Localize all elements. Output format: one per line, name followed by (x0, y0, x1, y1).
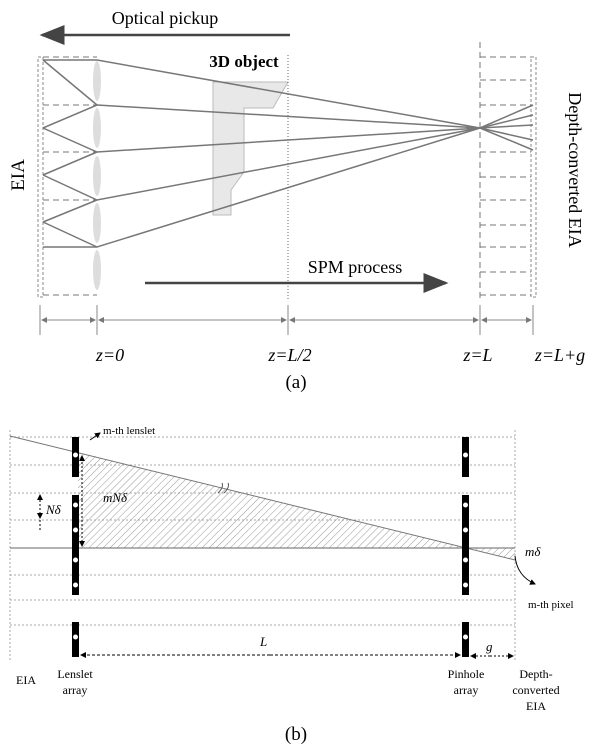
lenslet-array-label: Lenslet (57, 667, 93, 681)
pinhole-array-label: array (454, 683, 479, 697)
lenses (93, 61, 101, 290)
depth-eia-label: converted (512, 683, 559, 697)
lenslet-array-label: array (63, 683, 88, 697)
lenslet-label: m-th lenslet (103, 425, 155, 437)
m-delta: mδ (525, 544, 541, 559)
grid-dashes (43, 42, 531, 300)
depth-eia-label: Depth- (519, 667, 552, 681)
eia-label: EIA (8, 159, 29, 191)
spm-label: SPM process (308, 257, 403, 277)
pickup-label: Optical pickup (112, 8, 218, 28)
apertures (73, 452, 468, 640)
depth-eia-label: EIA (526, 699, 546, 713)
pinhole-array-label: Pinhole (448, 667, 485, 681)
object-shape (212, 81, 289, 216)
n-delta: Nδ (45, 502, 62, 517)
break-mark (217, 482, 229, 494)
dimension-arrows (37, 432, 536, 659)
l-label: L (259, 634, 267, 649)
position-label: z=0 (95, 345, 124, 365)
depth-eia-label: Depth-converted EIA (565, 92, 585, 247)
position-label: z=L+g (534, 345, 585, 365)
caption: (b) (285, 724, 307, 745)
g-label: g (486, 639, 493, 654)
mn-delta: mNδ (103, 490, 128, 505)
object-label: 3D object (209, 52, 279, 71)
caption: (a) (285, 372, 306, 393)
dimensions (39, 305, 534, 335)
output-plate (530, 56, 537, 298)
pixel-label: m-th pixel (528, 599, 574, 611)
chief-ray (9, 435, 516, 561)
panel-a: Optical pickup 3D object SPM process EIA… (8, 8, 585, 393)
labels-b: m-th lenslet Nδ mNδ mδ m-th pixel L g EI… (16, 425, 574, 713)
eia-plate (37, 56, 44, 298)
position-label: z=L/2 (267, 345, 311, 365)
position-label: z=L (462, 345, 492, 365)
eia-label: EIA (16, 673, 36, 687)
panel-b: m-th lenslet Nδ mNδ mδ m-th pixel L g EI… (9, 425, 574, 745)
